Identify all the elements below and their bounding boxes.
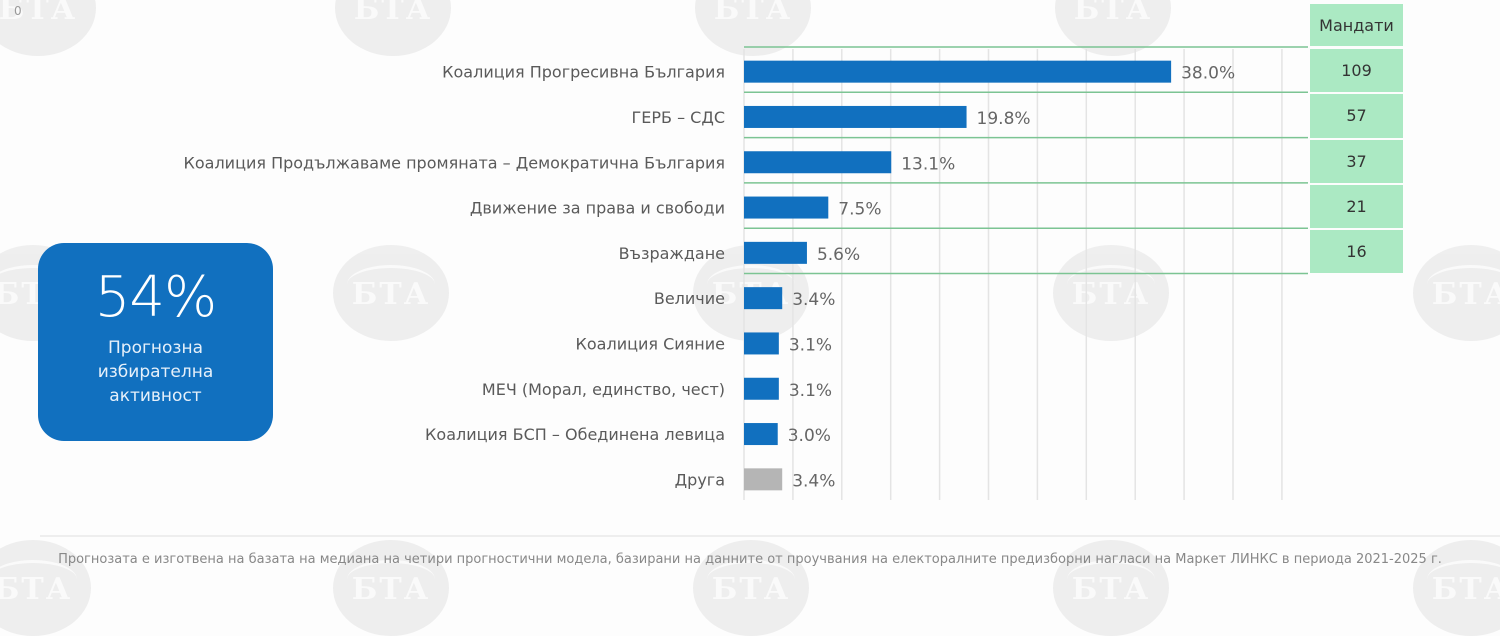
category-label: Величие <box>654 289 725 308</box>
category-label: Движение за права и свободи <box>470 199 725 218</box>
value-label: 5.6% <box>817 245 860 265</box>
seat-count: 37 <box>1310 139 1403 183</box>
bar <box>744 423 778 446</box>
value-label: 3.1% <box>789 381 832 401</box>
value-label: 3.0% <box>788 426 831 446</box>
category-label: МЕЧ (Морал, единство, чест) <box>482 380 725 399</box>
value-label: 3.1% <box>789 335 832 355</box>
seat-count: 109 <box>1310 49 1403 93</box>
category-label: ГЕРБ – СДС <box>631 108 725 127</box>
bar <box>744 105 967 128</box>
watermark-logo <box>1053 245 1169 341</box>
seat-count: 16 <box>1310 230 1403 274</box>
value-label: 19.8% <box>977 109 1031 129</box>
value-label: 7.5% <box>838 200 881 220</box>
corner-mark: 0 <box>14 4 22 18</box>
value-label: 38.0% <box>1181 64 1235 84</box>
turnout-card: 54% Прогнозна избирателна активност <box>38 243 273 441</box>
footer-divider <box>40 535 1500 537</box>
category-label: Коалиция Сияние <box>576 334 725 353</box>
bar <box>744 241 807 264</box>
turnout-value: 54% <box>94 265 217 330</box>
watermark-logo <box>1413 245 1500 341</box>
bar <box>744 196 829 219</box>
turnout-label-line: избирателна <box>97 362 214 382</box>
turnout-label-line: Прогнозна <box>108 338 203 358</box>
turnout-label: Прогнозна избирателна активност <box>38 336 273 408</box>
value-label: 13.1% <box>901 154 955 174</box>
bar <box>744 287 783 310</box>
category-label: Коалиция БСП – Обединена левица <box>425 425 725 444</box>
seat-count: 21 <box>1310 184 1403 229</box>
watermark-logo <box>333 245 449 341</box>
footer-note: Прогнозата е изготвена на базата на меди… <box>58 552 1442 567</box>
watermark-logo <box>0 0 96 56</box>
bar <box>744 468 783 491</box>
bar <box>744 60 1172 83</box>
bar <box>744 151 892 174</box>
seat-count: 57 <box>1310 94 1403 138</box>
bar <box>744 332 779 355</box>
category-label: Коалиция Продължаваме промяната – Демокр… <box>183 153 725 172</box>
category-label: Коалиция Прогресивна България <box>442 63 725 82</box>
category-label: Друга <box>675 470 725 489</box>
value-label: 3.4% <box>792 290 835 310</box>
bar-chart: Коалиция Прогресивна България 38.0% ГЕРБ –… <box>183 46 1308 500</box>
bar <box>744 377 779 400</box>
value-label: 3.4% <box>792 471 835 491</box>
seats-header: Мандати <box>1310 4 1403 46</box>
category-label: Възраждане <box>619 244 725 263</box>
turnout-label-line: активност <box>109 386 202 406</box>
